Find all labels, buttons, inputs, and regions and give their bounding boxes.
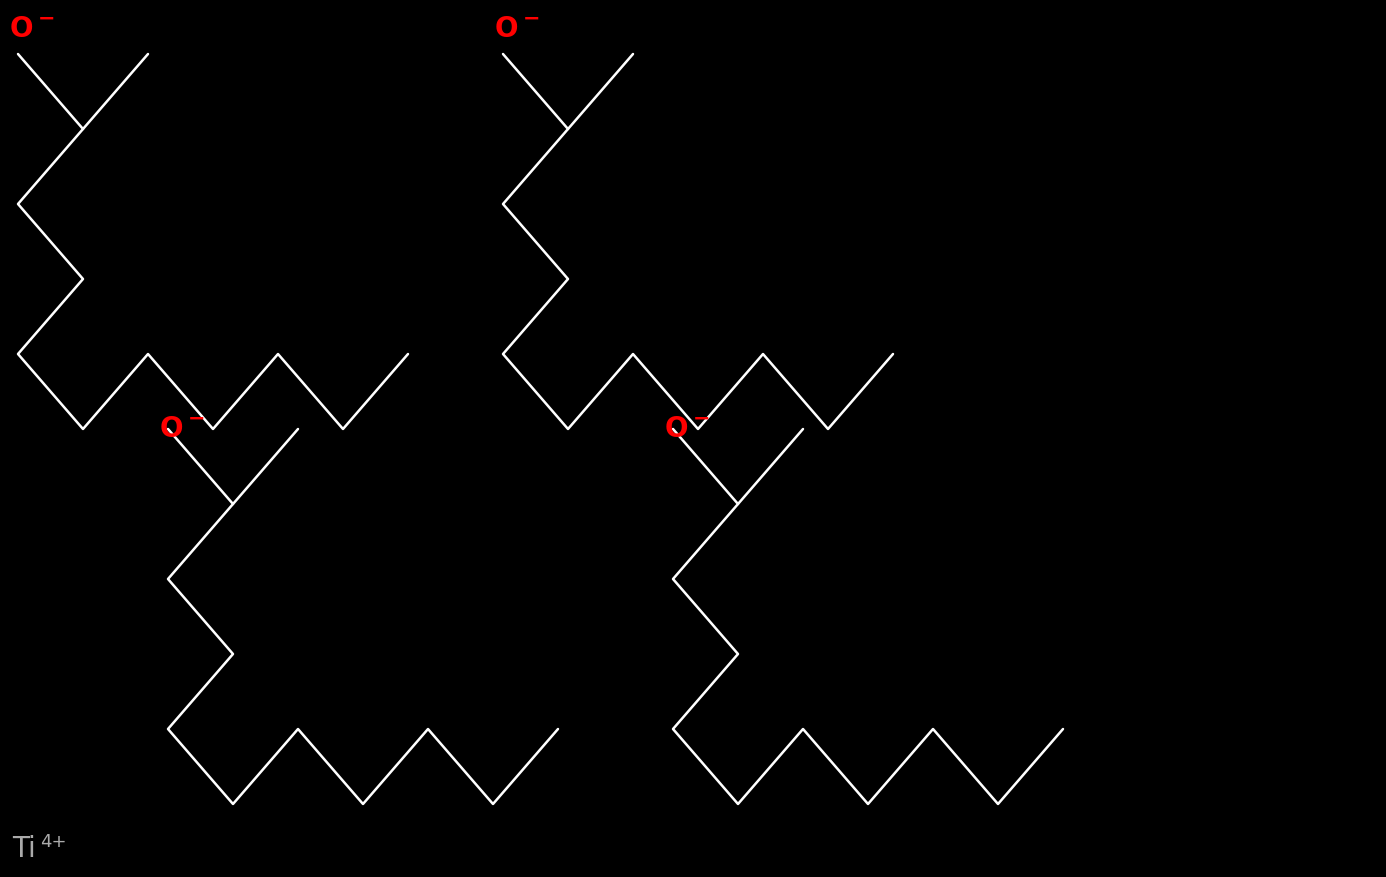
Text: −: − — [693, 409, 711, 429]
Text: O: O — [159, 415, 183, 443]
Text: O: O — [665, 415, 689, 443]
Text: Ti: Ti — [12, 834, 36, 862]
Text: O: O — [495, 15, 518, 43]
Text: 4+: 4+ — [40, 832, 67, 850]
Text: −: − — [37, 9, 55, 29]
Text: −: − — [523, 9, 541, 29]
Text: −: − — [188, 409, 205, 429]
Text: O: O — [10, 15, 33, 43]
